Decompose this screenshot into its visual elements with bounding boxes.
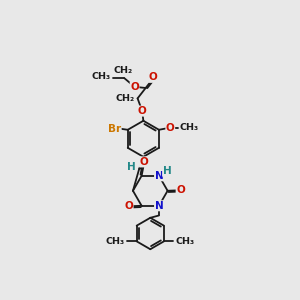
Text: CH₃: CH₃ bbox=[179, 123, 199, 132]
Text: O: O bbox=[138, 106, 147, 116]
Text: CH₃: CH₃ bbox=[106, 237, 125, 246]
Text: O: O bbox=[149, 72, 158, 82]
Text: H: H bbox=[163, 166, 171, 176]
Text: O: O bbox=[140, 157, 148, 167]
Text: CH₃: CH₃ bbox=[176, 237, 195, 246]
Text: O: O bbox=[166, 123, 175, 133]
Text: O: O bbox=[176, 185, 185, 195]
Text: CH₃: CH₃ bbox=[92, 72, 111, 81]
Text: CH₂: CH₂ bbox=[113, 66, 133, 75]
Text: N: N bbox=[154, 201, 163, 211]
Text: N: N bbox=[154, 171, 163, 181]
Text: CH₂: CH₂ bbox=[116, 94, 135, 103]
Text: Br: Br bbox=[108, 124, 121, 134]
Text: O: O bbox=[124, 201, 133, 211]
Text: H: H bbox=[127, 162, 136, 172]
Text: O: O bbox=[130, 82, 139, 92]
